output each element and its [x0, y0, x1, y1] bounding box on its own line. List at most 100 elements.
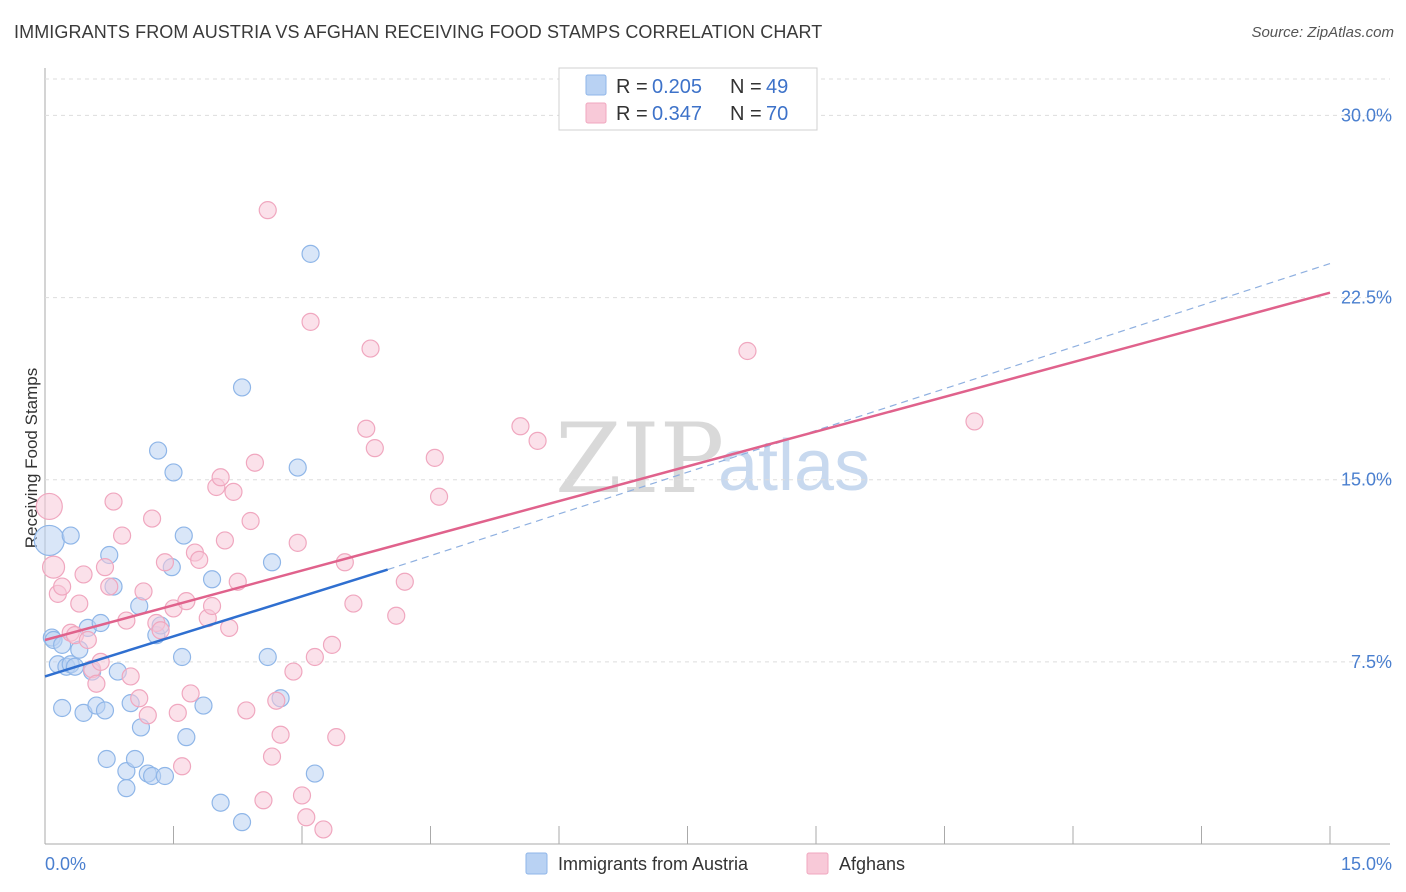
legend-n-label-afghans: N = [730, 103, 762, 125]
point-afghans [100, 577, 119, 596]
point-afghans [172, 757, 192, 776]
legend-swatch-austria [585, 74, 607, 96]
y-tick-label: 22.5% [1341, 288, 1392, 308]
legend-r-value-afghans: 0.347 [652, 103, 702, 125]
point-afghans [142, 509, 162, 528]
point-austria [232, 378, 252, 397]
legend-swatch-afghans [585, 102, 607, 124]
point-afghans [344, 594, 363, 613]
point-afghans [237, 701, 256, 720]
point-austria [95, 701, 115, 720]
point-austria [148, 441, 168, 460]
data-points [33, 201, 984, 839]
point-austria [305, 764, 324, 783]
point-austria [202, 570, 222, 589]
point-afghans [121, 667, 140, 686]
point-afghans [41, 555, 66, 579]
point-afghans [258, 201, 277, 220]
trend-line-austria-extension [387, 263, 1331, 571]
point-afghans [511, 417, 530, 436]
point-afghans [245, 453, 264, 472]
point-austria [61, 526, 80, 545]
point-afghans [70, 594, 89, 613]
point-afghans [224, 482, 243, 501]
point-afghans [168, 703, 187, 722]
trend-lines [44, 263, 1331, 678]
point-austria [262, 553, 282, 572]
point-afghans [104, 492, 123, 511]
point-afghans [155, 553, 175, 572]
point-austria [288, 458, 307, 477]
point-afghans [271, 725, 290, 744]
point-afghans [138, 706, 157, 725]
point-afghans [365, 439, 384, 458]
bottom-legend: Immigrants from Austria Afghans [525, 852, 905, 875]
point-afghans [78, 630, 97, 650]
point-afghans [267, 691, 286, 710]
bottom-legend-label-austria: Immigrants from Austria [558, 854, 749, 874]
point-afghans [301, 312, 320, 331]
point-afghans [35, 492, 63, 521]
point-austria [125, 749, 145, 769]
bottom-legend-swatch-afghans [806, 852, 829, 875]
point-afghans [288, 533, 307, 552]
point-austria [97, 749, 116, 769]
x-axis-ticks [44, 826, 1331, 844]
point-afghans [305, 647, 324, 667]
point-afghans [74, 565, 93, 584]
point-austria [172, 647, 192, 667]
chart-title: IMMIGRANTS FROM AUSTRIA VS AFGHAN RECEIV… [14, 22, 823, 42]
point-austria [258, 647, 277, 667]
point-afghans [262, 747, 282, 766]
y-tick-label: 15.0% [1341, 470, 1392, 490]
point-afghans [292, 786, 312, 805]
point-afghans [314, 820, 333, 839]
point-afghans [241, 511, 260, 531]
point-afghans [95, 558, 115, 577]
bottom-legend-label-afghans: Afghans [839, 854, 905, 874]
legend: R = 0.205 N = 49 R = 0.347 N = 70 [558, 67, 818, 131]
y-axis-tick-labels: 7.5% 15.0% 22.5% 30.0% [1341, 105, 1392, 671]
watermark-atlas: atlas [718, 426, 870, 506]
point-afghans [425, 448, 444, 467]
legend-n-value-austria: 49 [766, 76, 788, 98]
y-tick-label: 7.5% [1351, 652, 1392, 672]
point-afghans [297, 808, 316, 827]
source-label: Source: ZipAtlas.com [1251, 24, 1394, 41]
trend-line-afghans [44, 291, 1331, 642]
point-afghans [528, 431, 547, 450]
point-austria [232, 813, 252, 832]
point-afghans [322, 635, 342, 654]
point-austria [194, 696, 213, 715]
legend-n-value-afghans: 70 [766, 103, 788, 125]
point-austria [33, 524, 65, 557]
y-tick-label: 30.0% [1341, 105, 1392, 125]
point-afghans [254, 791, 273, 810]
point-afghans [134, 582, 153, 601]
point-austria [177, 728, 196, 747]
point-afghans [429, 487, 449, 506]
legend-n-label-austria: N = [730, 76, 762, 98]
point-afghans [112, 526, 132, 545]
point-afghans [284, 662, 303, 681]
point-afghans [211, 468, 230, 487]
point-afghans [738, 341, 757, 361]
legend-r-label-afghans: R = [616, 103, 648, 125]
point-afghans [53, 577, 72, 596]
point-austria [53, 698, 72, 718]
x-tick-label-min: 0.0% [45, 854, 86, 874]
point-austria [211, 793, 230, 812]
x-tick-label-max: 15.0% [1341, 854, 1392, 874]
watermark-zip: ZIP [555, 403, 724, 515]
point-austria [155, 766, 175, 786]
point-afghans [130, 689, 149, 708]
point-afghans [215, 531, 234, 550]
point-afghans [395, 572, 414, 591]
point-austria [301, 244, 320, 263]
point-austria [164, 463, 183, 482]
point-afghans [387, 606, 406, 625]
point-afghans [357, 419, 376, 438]
point-afghans [361, 339, 380, 358]
legend-r-label-austria: R = [616, 76, 648, 98]
